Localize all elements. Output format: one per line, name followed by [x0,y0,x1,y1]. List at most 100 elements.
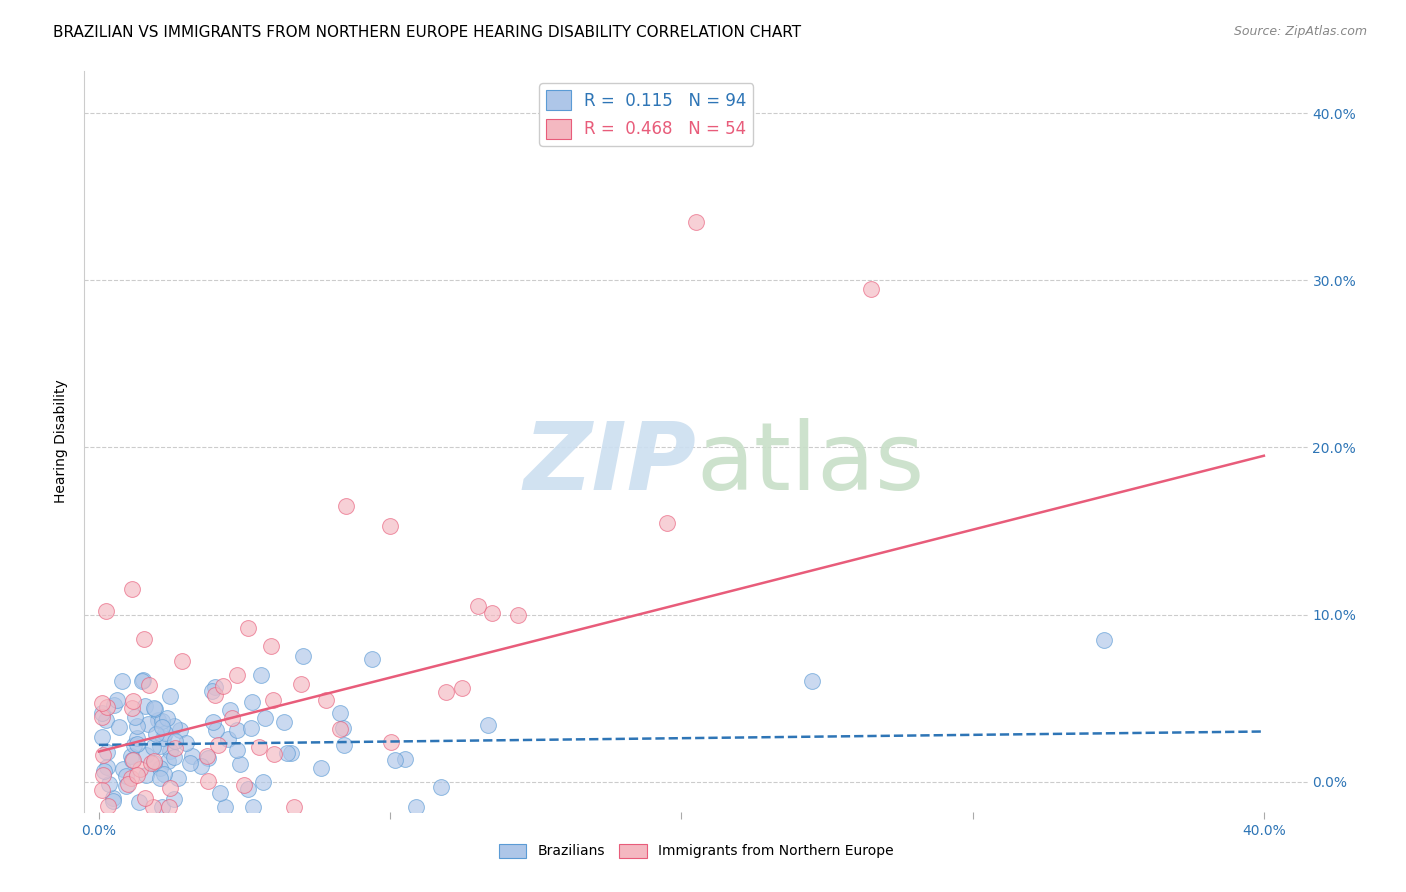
Point [225,723,247,737]
Point [165,740,187,755]
Point [103,794,125,808]
Point [253,711,276,725]
Point [163,792,186,806]
Point [103,790,125,805]
Point [163,750,186,764]
Point [121,753,143,767]
Point [209,786,232,800]
Point [242,695,264,709]
Point [132,632,155,646]
Point [179,756,201,771]
Point [94,713,117,727]
Point [97,777,120,791]
Point [181,749,204,764]
Point [91,747,114,762]
Point [434,685,457,699]
Point [394,752,416,766]
Point [125,768,148,782]
Point [150,799,173,814]
Point [221,711,243,725]
Point [1092,632,1115,647]
Point [148,772,170,786]
Point [159,690,181,704]
Point [685,215,707,229]
Point [132,673,155,687]
Point [477,718,499,732]
Point [332,721,354,735]
Point [111,674,134,689]
Point [156,754,179,768]
Point [204,681,226,695]
Point [329,706,352,721]
Point [217,731,239,746]
Point [219,704,242,718]
Point [156,711,179,725]
Point [333,738,356,752]
Point [481,606,503,620]
Point [655,516,678,530]
Point [124,709,146,723]
Point [229,757,252,772]
Point [226,743,249,757]
Point [135,747,157,762]
Point [384,753,406,767]
Point [405,799,427,814]
Point [121,582,143,596]
Point [233,778,256,792]
Text: atlas: atlas [696,417,924,509]
Point [96,700,118,714]
Point [467,599,489,614]
Point [506,608,529,623]
Point [94,604,117,618]
Point [93,764,115,778]
Point [166,771,188,785]
Point [90,783,112,797]
Point [283,799,305,814]
Point [335,499,357,513]
Text: ZIP: ZIP [523,417,696,509]
Point [429,780,451,794]
Point [170,654,193,668]
Text: Source: ZipAtlas.com: Source: ZipAtlas.com [1233,25,1367,38]
Point [143,702,166,716]
Point [150,720,173,734]
Point [153,767,176,781]
Point [122,693,145,707]
Point [169,723,191,738]
Point [96,759,118,773]
Point [122,738,145,752]
Point [122,753,145,767]
Point [378,519,401,533]
Point [125,719,148,733]
Point [801,674,824,689]
Point [149,739,172,754]
Point [262,692,284,706]
Point [190,759,212,773]
Point [290,677,312,691]
Point [145,727,167,741]
Point [108,720,131,734]
Point [242,799,264,814]
Point [450,681,472,695]
Point [252,775,274,789]
Point [146,713,169,727]
Point [128,795,150,809]
Point [120,748,142,763]
Point [90,696,112,710]
Point [201,684,224,698]
Point [247,740,270,755]
Point [195,749,218,764]
Point [205,723,228,737]
Point [96,745,118,759]
Point [212,679,235,693]
Point [120,771,142,785]
Point [131,674,153,689]
Point [202,715,225,730]
Point [136,717,159,731]
Point [380,734,402,748]
Point [260,640,283,654]
Point [273,714,295,729]
Point [236,621,259,635]
Point [226,668,249,682]
Point [112,763,135,777]
